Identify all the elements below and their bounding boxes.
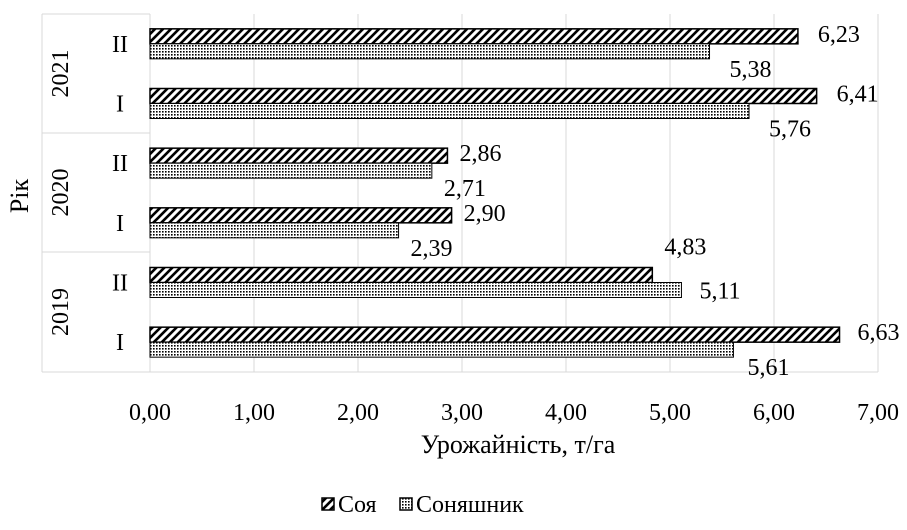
category-label: II xyxy=(112,151,128,177)
category-label: II xyxy=(112,271,128,297)
data-label-sunflower: 5,11 xyxy=(699,279,740,305)
bar-soya xyxy=(149,28,799,45)
x-axis-title: Урожайність, т/га xyxy=(421,430,616,459)
x-tick-label: 0,00 xyxy=(129,400,171,426)
x-tick-label: 6,00 xyxy=(753,400,795,426)
bar-sunflower xyxy=(149,282,682,298)
data-label-soya: 4,83 xyxy=(664,235,706,261)
bar-soya xyxy=(149,147,449,164)
category-label: I xyxy=(116,330,124,356)
legend-label: Соняшник xyxy=(416,492,524,518)
x-tick-label: 3,00 xyxy=(441,400,483,426)
data-labels: 6,23 5,38 6,41 5,76 2,86 2,712,90 2,39 4,83 5,11… xyxy=(411,22,900,381)
legend: Соя Соняшник xyxy=(321,492,524,518)
x-tick-label: 5,00 xyxy=(649,400,691,426)
bar-soya xyxy=(149,266,654,284)
y-axis-title: Рік xyxy=(5,178,34,213)
x-tick-label: 4,00 xyxy=(545,400,587,426)
bar-soya xyxy=(149,326,841,343)
data-label-sunflower: 5,76 xyxy=(769,117,811,143)
data-label-soya: 2,86 xyxy=(459,141,501,167)
legend-swatch xyxy=(399,497,413,511)
bar-sunflower xyxy=(149,162,433,179)
year-label-2019: 2019 xyxy=(48,288,74,336)
x-tick-labels: 0,00 1,00 2,00 3,00 4,00 5,00 6,00 7,00 xyxy=(129,400,899,426)
legend-label: Соя xyxy=(338,492,377,518)
data-label-soya: 6,41 xyxy=(837,82,879,108)
data-label-sunflower: 5,61 xyxy=(747,355,789,381)
bar-soya xyxy=(149,207,453,224)
bars xyxy=(149,28,841,358)
x-tick-label: 2,00 xyxy=(337,400,379,426)
bar-soya xyxy=(149,87,818,105)
legend-swatch xyxy=(321,497,335,511)
category-label: I xyxy=(116,92,124,118)
data-label-sunflower: 5,38 xyxy=(730,57,772,83)
data-label-soya: 6,23 xyxy=(818,22,860,48)
category-label: II xyxy=(112,32,128,58)
data-label-sunflower: 2,71 xyxy=(444,176,486,202)
bar-sunflower xyxy=(149,341,734,358)
year-label-2021: 2021 xyxy=(48,50,74,98)
gridlines xyxy=(253,14,879,372)
data-label-soya: 2,90 xyxy=(464,201,506,227)
data-label-soya: 6,63 xyxy=(858,320,900,346)
year-label-2020: 2020 xyxy=(48,169,74,217)
bar-sunflower xyxy=(149,103,750,119)
category-axis-frame xyxy=(41,13,878,373)
data-label-sunflower: 2,39 xyxy=(411,236,453,262)
category-label: I xyxy=(116,211,124,237)
x-tick-label: 7,00 xyxy=(857,400,899,426)
bar-sunflower xyxy=(149,43,711,60)
x-tick-label: 1,00 xyxy=(233,400,275,426)
bar-sunflower xyxy=(149,222,400,239)
